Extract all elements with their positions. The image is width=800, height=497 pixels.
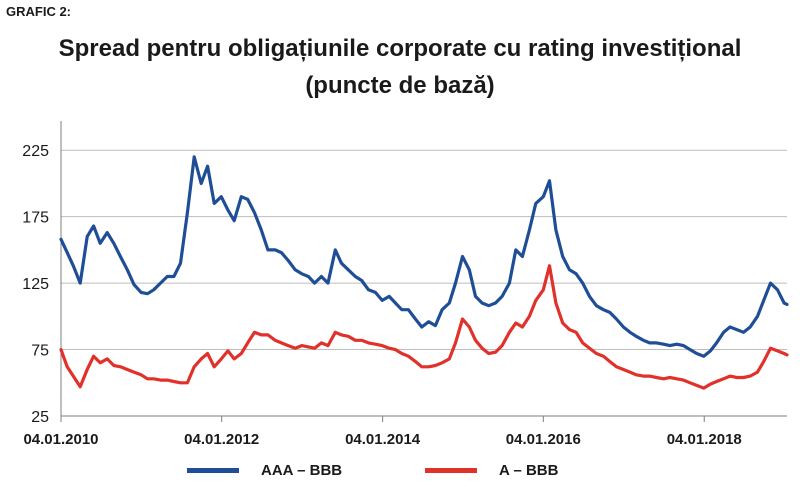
- legend-swatch-aaa-bbb: [187, 468, 239, 473]
- y-tick-label-75: 75: [31, 343, 49, 360]
- x-tick-label-4: 04.01.2018: [667, 431, 742, 448]
- chart-title-line-1: Spread pentru obligațiunile corporate cu…: [58, 35, 742, 62]
- x-tick-label-1: 04.01.2012: [184, 431, 259, 448]
- x-tick-label-2: 04.01.2014: [345, 431, 421, 448]
- y-tick-labels: 25 75 125 175 225: [22, 143, 49, 426]
- legend-item-a-bbb: A – BBB: [425, 462, 558, 479]
- x-tick-label-0: 04.01.2010: [23, 431, 98, 448]
- series-lines: [59, 155, 789, 390]
- x-tick-labels: 04.01.2010 04.01.2012 04.01.2014 04.01.2016…: [23, 431, 741, 448]
- axes: [60, 121, 787, 422]
- legend: AAA – BBB A – BBB: [0, 462, 800, 484]
- y-tick-label-175: 175: [22, 210, 49, 227]
- x-tick-label-3: 04.01.2016: [506, 431, 581, 448]
- series-line-1: [59, 264, 789, 390]
- legend-label-aaa-bbb: AAA – BBB: [261, 462, 343, 479]
- figure-label: GRAFIC 2:: [6, 4, 71, 19]
- chart-title-line-2: (puncte de bază): [305, 72, 495, 99]
- legend-swatch-a-bbb: [425, 468, 477, 473]
- grid-lines: [61, 149, 787, 417]
- y-tick-label-125: 125: [22, 276, 49, 293]
- legend-item-aaa-bbb: AAA – BBB: [187, 462, 342, 479]
- y-tick-label-225: 225: [22, 143, 49, 160]
- series-line-0: [59, 155, 789, 358]
- y-tick-label-25: 25: [31, 409, 49, 426]
- legend-label-a-bbb: A – BBB: [499, 462, 559, 479]
